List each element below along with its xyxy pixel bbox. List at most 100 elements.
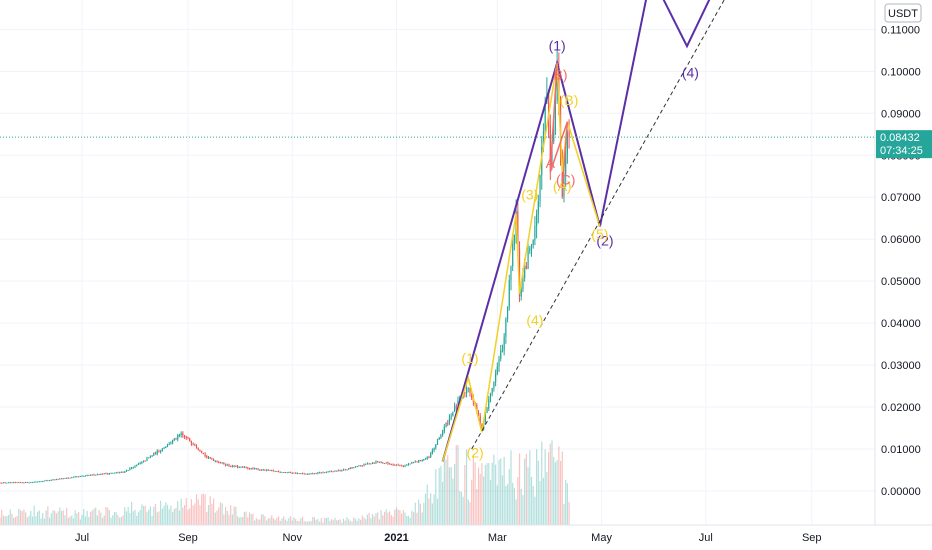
candle-body: [320, 472, 322, 474]
volume-bar: [291, 520, 293, 525]
current-price-badge: 0.08432 07:34:25: [876, 130, 932, 159]
candle-body: [493, 382, 495, 389]
candle-body: [153, 453, 155, 456]
volume-bar: [411, 510, 413, 525]
y-tick-label: 0.00000: [881, 486, 921, 498]
candle-body: [6, 482, 8, 484]
volume-bar: [300, 518, 302, 525]
volume-bar: [252, 513, 254, 525]
volume-bar: [113, 512, 116, 525]
candle-body: [42, 481, 44, 483]
candle-body: [431, 450, 433, 454]
candle-body: [471, 393, 473, 399]
candle-body: [563, 174, 565, 197]
volume-bar: [351, 521, 353, 525]
candle-body: [248, 468, 251, 470]
volume-bar: [476, 489, 478, 525]
red-wave: [549, 62, 569, 189]
candle-body: [315, 473, 317, 475]
candle-body: [52, 479, 54, 481]
wave-label-purple: (4): [682, 65, 699, 81]
volume-bar: [257, 519, 259, 525]
volume-bar: [428, 498, 430, 525]
volume-bar: [11, 513, 13, 525]
volume-bar: [192, 505, 194, 525]
candle-body: [177, 435, 179, 440]
currency-badge[interactable]: USDT: [884, 3, 922, 23]
volume-bar: [158, 511, 160, 525]
volume-bar: [177, 501, 179, 525]
volume-bar: [462, 496, 464, 525]
candle-body: [336, 470, 338, 472]
candle-body: [36, 481, 39, 483]
volume-bar: [245, 511, 247, 525]
candle-body: [23, 482, 25, 484]
x-tick-label: Jul: [75, 532, 89, 544]
y-tick-label: 0.11000: [881, 24, 920, 36]
candle-body: [291, 472, 293, 474]
candle-body: [544, 103, 546, 132]
candle-body: [21, 482, 23, 484]
candle-body: [513, 235, 516, 244]
candle-body: [310, 473, 312, 475]
candle-body: [74, 476, 76, 478]
volume-bar: [86, 510, 88, 525]
candle-body: [397, 464, 399, 466]
candle-body: [383, 463, 386, 465]
candle-body: [361, 465, 363, 467]
wave-labels: (1) (2) (4) (1) (2) (3) (4) (B) (5) (A) B) A(C): [461, 37, 699, 460]
volume-bar: [330, 519, 333, 525]
volume-bar: [469, 502, 471, 525]
volume-bar: [322, 522, 324, 525]
candle-body: [209, 457, 211, 459]
volume-bar: [194, 503, 196, 525]
candle-body: [419, 460, 422, 462]
volume-bar: [534, 496, 536, 525]
x-tick-label: Sep: [802, 532, 822, 544]
volume-bar: [329, 520, 331, 525]
candle-body: [26, 482, 28, 484]
volume-bar: [288, 518, 290, 525]
volume-bar: [307, 521, 309, 525]
volume-bar: [496, 485, 498, 525]
candle-body: [185, 436, 187, 438]
volume-bar: [103, 515, 105, 525]
candle-body: [260, 469, 263, 471]
candle-body: [568, 131, 570, 138]
volume-bar: [180, 498, 182, 525]
volume-bar: [457, 445, 459, 525]
volume-bar: [518, 453, 521, 525]
candle-body: [351, 467, 353, 469]
candle-body: [16, 482, 18, 484]
wave-label-yellow: (1): [461, 350, 478, 366]
volume-bar: [153, 506, 155, 525]
candle-body: [187, 437, 189, 439]
candle-body: [161, 448, 163, 451]
candle-body: [180, 432, 182, 436]
volume-bar: [67, 517, 69, 525]
volume-bar: [385, 509, 387, 525]
volume-bar: [539, 480, 541, 525]
volume-bar: [536, 449, 538, 525]
candle-body: [25, 482, 27, 484]
volume-bar: [397, 509, 399, 525]
volume-bar: [33, 505, 35, 525]
volume-bar: [264, 516, 266, 525]
y-tick-label: 0.01000: [881, 444, 921, 456]
y-tick-label: 0.10000: [881, 66, 921, 78]
volume-bar: [105, 506, 107, 525]
volume-bar: [178, 510, 181, 525]
candle-body: [394, 464, 396, 466]
candle-body: [250, 468, 252, 470]
candle-body: [45, 480, 47, 482]
candles: [0, 48, 570, 484]
candle-body: [558, 69, 560, 97]
candle-body: [154, 453, 157, 455]
candle-body: [387, 462, 389, 464]
price-axis[interactable]: USDT 0.110000.100000.090000.080000.07000…: [874, 0, 932, 525]
time-axis[interactable]: Jul Sep Nov 2021 Mar May Jul Sep: [0, 524, 932, 544]
volume-bar: [136, 515, 138, 525]
volume-bar: [481, 463, 483, 525]
candle-body: [498, 358, 500, 367]
